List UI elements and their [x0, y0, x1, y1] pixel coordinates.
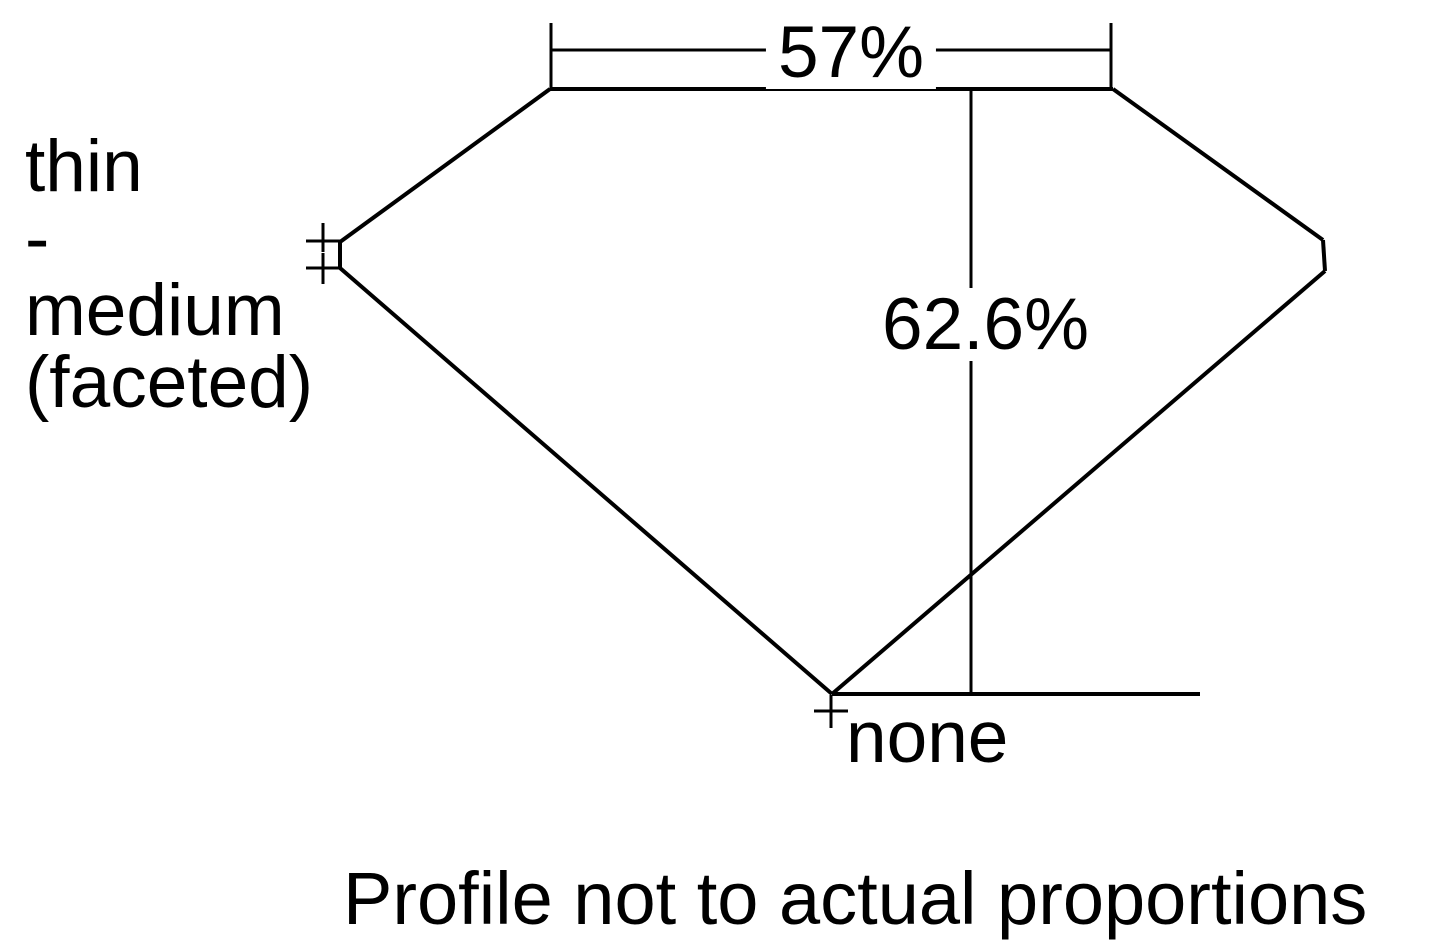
culet-size-label: none [846, 697, 1009, 778]
crown-facet-right [1111, 87, 1325, 242]
depth-percent-label: 62.6% [878, 288, 1093, 361]
girdle-edge-right [1321, 239, 1327, 272]
pavilion-facet-right [830, 269, 1327, 696]
diagram-caption: Profile not to actual proportions [343, 857, 1368, 940]
pavilion-facet-left [338, 266, 834, 696]
crown-facet-left [338, 87, 552, 244]
table-width-label: 57% [765, 16, 937, 89]
girdle-thickness-label: thin - medium (faceted) [25, 126, 314, 423]
